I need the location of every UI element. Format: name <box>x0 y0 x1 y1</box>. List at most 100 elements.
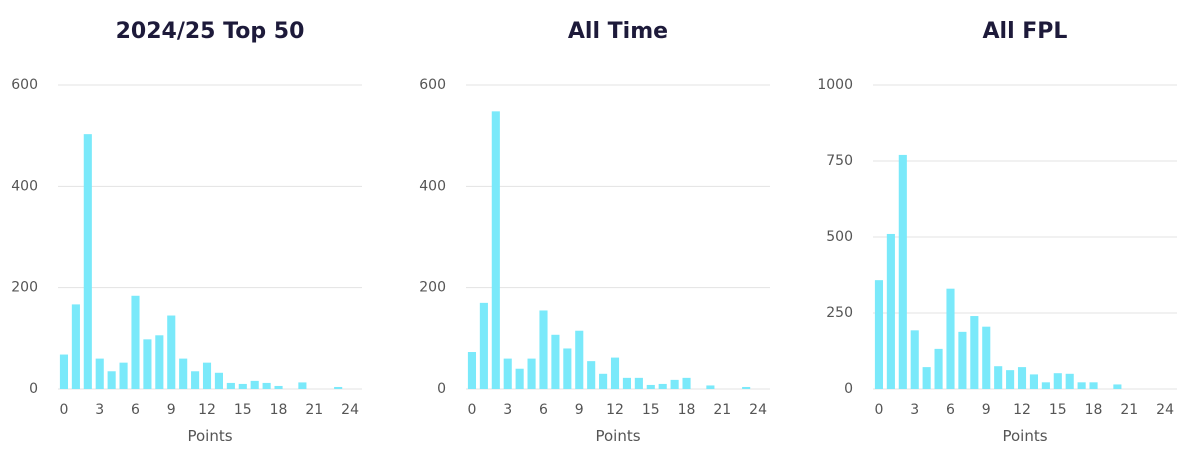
bar <box>646 384 655 389</box>
x-tick-label: 0 <box>59 402 68 418</box>
x-tick-label: 21 <box>305 402 323 418</box>
x-tick-label: 15 <box>234 402 252 418</box>
y-tick-label: 0 <box>29 381 38 397</box>
bar <box>1077 382 1086 389</box>
bar <box>910 330 919 389</box>
bar <box>682 377 691 389</box>
bar <box>874 280 884 389</box>
bar <box>1041 382 1050 389</box>
bar <box>491 111 500 389</box>
bar <box>83 134 92 389</box>
bar <box>214 372 223 389</box>
x-tick-label: 0 <box>874 402 883 418</box>
bar <box>539 310 548 389</box>
x-tick-label: 6 <box>131 402 140 418</box>
bar <box>1017 367 1027 389</box>
x-tick-label: 15 <box>642 402 660 418</box>
y-tick-label: 600 <box>11 77 38 93</box>
x-tick-label: 24 <box>341 402 359 418</box>
bar <box>238 383 247 389</box>
bar <box>599 373 608 389</box>
x-tick-label: 21 <box>713 402 731 418</box>
bar <box>155 335 164 389</box>
bar <box>575 330 584 389</box>
bar <box>946 288 955 389</box>
bar <box>515 368 524 389</box>
x-tick-label: 12 <box>606 402 624 418</box>
bar <box>622 377 631 389</box>
bar <box>706 385 715 389</box>
bar <box>179 358 188 389</box>
x-tick-label: 21 <box>1120 402 1138 418</box>
x-tick-label: 6 <box>946 402 955 418</box>
bar <box>886 233 895 389</box>
chart-title: 2024/25 Top 50 <box>116 19 305 44</box>
y-tick-label: 200 <box>11 280 38 296</box>
y-tick-label: 0 <box>437 381 446 397</box>
bar <box>1006 370 1015 389</box>
x-tick-label: 12 <box>1013 402 1031 418</box>
bar <box>527 358 536 389</box>
bar <box>71 304 80 389</box>
y-tick-label: 400 <box>11 178 38 194</box>
x-axis-label: Points <box>187 427 232 445</box>
bar <box>59 354 69 389</box>
x-tick-label: 9 <box>575 402 584 418</box>
bar <box>250 380 259 389</box>
chart-title: All Time <box>568 19 668 44</box>
bar <box>1029 374 1038 389</box>
bar <box>191 371 200 389</box>
bar <box>610 357 620 389</box>
bar <box>587 361 596 389</box>
y-tick-label: 200 <box>419 280 446 296</box>
bar <box>982 326 991 389</box>
chart-title: All FPL <box>983 19 1068 44</box>
bar <box>958 331 967 389</box>
x-axis-label: Points <box>1002 427 1047 445</box>
bar <box>742 386 751 389</box>
x-tick-label: 12 <box>198 402 216 418</box>
y-tick-label: 400 <box>419 178 446 194</box>
y-tick-label: 600 <box>419 77 446 93</box>
x-tick-label: 18 <box>270 402 288 418</box>
bar <box>1065 373 1074 389</box>
bar <box>1113 384 1122 389</box>
bar <box>922 367 931 389</box>
x-tick-label: 18 <box>1085 402 1103 418</box>
bar <box>262 382 271 389</box>
bar <box>131 295 140 389</box>
bar <box>467 352 477 389</box>
bar <box>334 386 343 389</box>
y-tick-label: 500 <box>826 229 853 245</box>
bar <box>634 377 643 389</box>
bar <box>551 334 560 389</box>
bar <box>479 302 488 389</box>
y-tick-label: 1000 <box>817 77 853 93</box>
bar <box>898 154 907 389</box>
bar <box>95 358 104 389</box>
bar <box>143 339 152 389</box>
x-tick-label: 24 <box>749 402 767 418</box>
bar <box>994 366 1003 389</box>
x-tick-label: 18 <box>678 402 696 418</box>
bar <box>563 348 572 389</box>
bar <box>107 371 116 389</box>
y-tick-label: 750 <box>826 153 853 169</box>
bar <box>274 385 283 389</box>
x-tick-label: 9 <box>982 402 991 418</box>
bar <box>503 358 512 389</box>
bar <box>658 383 667 389</box>
x-tick-label: 6 <box>539 402 548 418</box>
y-tick-label: 250 <box>826 305 853 321</box>
x-tick-label: 3 <box>95 402 104 418</box>
bar <box>670 379 679 389</box>
x-tick-label: 15 <box>1049 402 1067 418</box>
bar <box>226 382 235 389</box>
x-tick-label: 3 <box>910 402 919 418</box>
x-axis-label: Points <box>595 427 640 445</box>
x-tick-label: 3 <box>503 402 512 418</box>
bar <box>298 382 307 389</box>
bar <box>167 315 176 389</box>
y-tick-label: 0 <box>844 381 853 397</box>
